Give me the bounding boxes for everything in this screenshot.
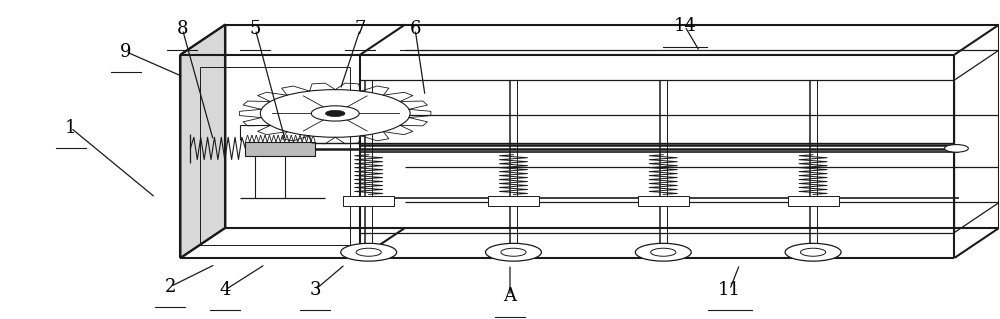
Text: 2: 2 — [165, 278, 176, 295]
Circle shape — [325, 110, 345, 116]
Polygon shape — [180, 25, 225, 258]
Text: A: A — [503, 287, 516, 305]
Text: 9: 9 — [120, 42, 131, 61]
Circle shape — [651, 248, 676, 256]
Text: 8: 8 — [177, 20, 188, 38]
Circle shape — [341, 243, 397, 261]
Polygon shape — [638, 196, 689, 205]
Text: 14: 14 — [673, 17, 696, 35]
Polygon shape — [245, 142, 315, 156]
Circle shape — [944, 145, 968, 152]
Text: 3: 3 — [310, 281, 321, 299]
Text: 4: 4 — [220, 281, 231, 299]
Circle shape — [800, 248, 826, 256]
Circle shape — [260, 90, 410, 137]
Circle shape — [356, 248, 381, 256]
Circle shape — [501, 248, 526, 256]
Text: 11: 11 — [718, 281, 741, 299]
Polygon shape — [488, 196, 539, 205]
Text: 5: 5 — [250, 20, 261, 38]
Circle shape — [486, 243, 541, 261]
Polygon shape — [788, 196, 839, 205]
Polygon shape — [343, 196, 394, 205]
Circle shape — [311, 106, 359, 121]
Circle shape — [635, 243, 691, 261]
Circle shape — [785, 243, 841, 261]
Text: 7: 7 — [355, 20, 366, 38]
Text: 1: 1 — [65, 119, 76, 137]
Text: 6: 6 — [409, 20, 421, 38]
